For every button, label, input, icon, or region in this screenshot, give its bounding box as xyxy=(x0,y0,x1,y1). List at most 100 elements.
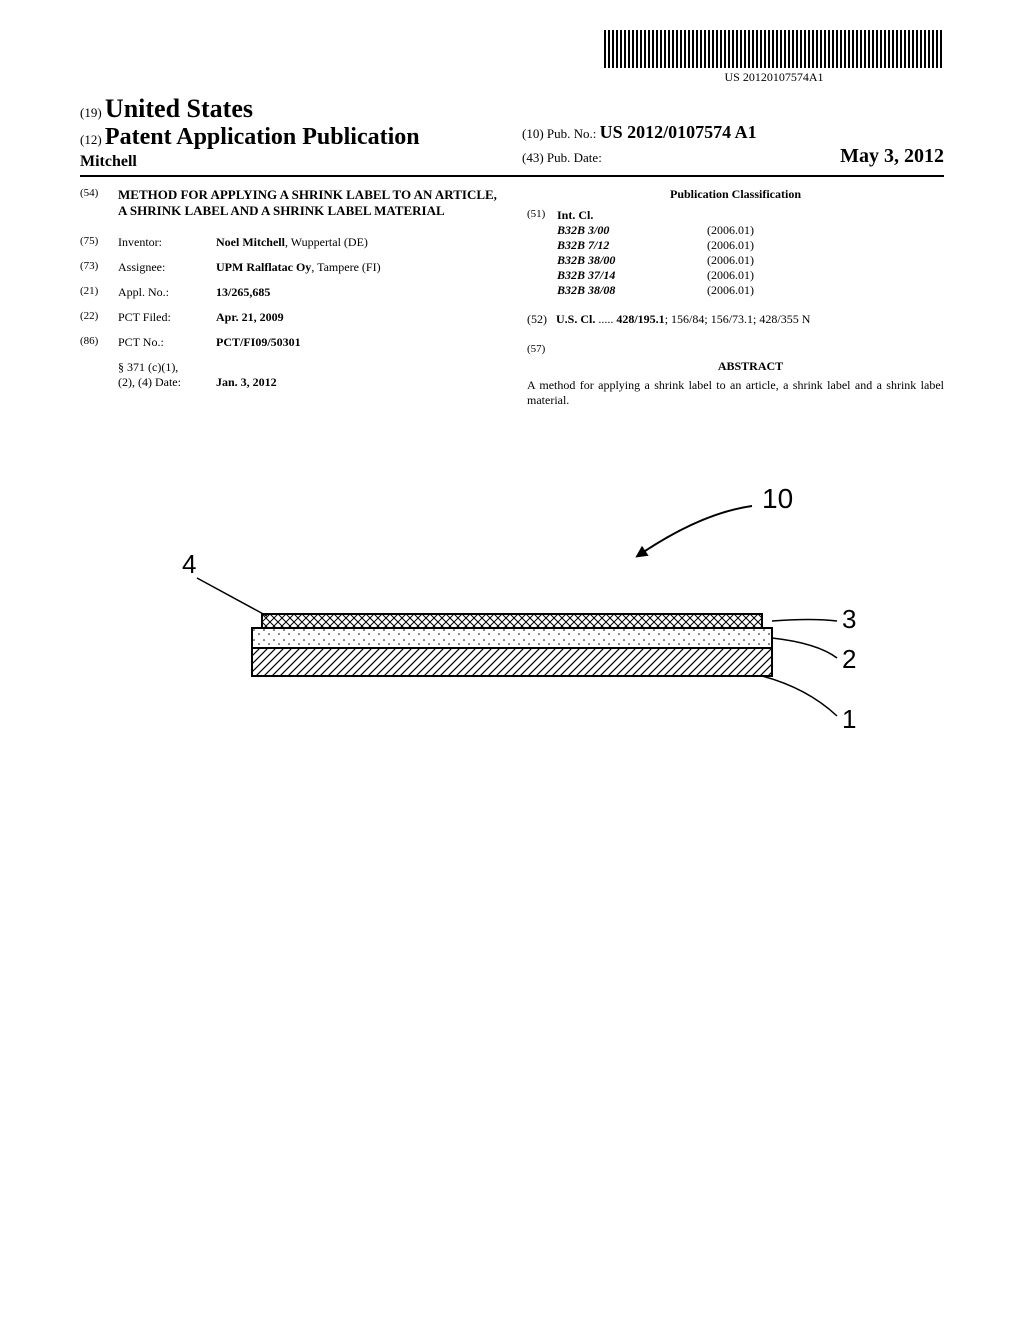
inventor-name: Noel Mitchell xyxy=(216,235,285,249)
class-item-code: B32B 38/08 xyxy=(557,283,647,298)
applno-row: (21) Appl. No.: 13/265,685 xyxy=(80,285,497,300)
s371-row1: § 371 (c)(1), xyxy=(80,360,497,375)
abstract-heading-row: (57) ABSTRACT xyxy=(527,343,944,374)
left-column: (54) METHOD FOR APPLYING A SHRINK LABEL … xyxy=(80,187,497,408)
s371-date-value: Jan. 3, 2012 xyxy=(216,375,497,390)
figure-label-3: 3 xyxy=(842,604,856,634)
class-item-code: B32B 37/14 xyxy=(557,268,647,283)
class-item-year: (2006.01) xyxy=(707,223,754,238)
class-item: B32B 38/08 (2006.01) xyxy=(557,283,944,298)
uscl-dots: ..... xyxy=(598,312,616,326)
doc-type-line: (12) Patent Application Publication xyxy=(80,124,502,151)
class-item: B32B 38/00 (2006.01) xyxy=(557,253,944,268)
figure-area: 4 3 2 1 10 xyxy=(80,458,944,758)
assignee-name: UPM Ralflatac Oy xyxy=(216,260,311,274)
title-code: (54) xyxy=(80,187,110,225)
assignee-location: , Tampere (FI) xyxy=(311,260,380,274)
leader-line-3 xyxy=(772,620,837,622)
document-header: (19) United States (12) Patent Applicati… xyxy=(80,94,944,177)
inventor-label: Inventor: xyxy=(118,235,208,250)
invention-title: METHOD FOR APPLYING A SHRINK LABEL TO AN… xyxy=(118,187,497,219)
uscl-label: U.S. Cl. xyxy=(556,312,595,326)
country-name: United States xyxy=(105,94,253,123)
barcode-section: US 20120107574A1 xyxy=(80,30,944,86)
classification-heading: Publication Classification xyxy=(527,187,944,202)
class-item: B32B 3/00 (2006.01) xyxy=(557,223,944,238)
assignee-value: UPM Ralflatac Oy, Tampere (FI) xyxy=(216,260,497,275)
pub-date-label: Pub. Date: xyxy=(547,150,602,165)
class-item-code: B32B 7/12 xyxy=(557,238,647,253)
pctfiled-label: PCT Filed: xyxy=(118,310,208,325)
intcl-body: Int. Cl. B32B 3/00 (2006.01) B32B 7/12 (… xyxy=(557,208,944,298)
s371-date-label: (2), (4) Date: xyxy=(118,375,208,390)
content-columns: (54) METHOD FOR APPLYING A SHRINK LABEL … xyxy=(80,187,944,408)
uscl-rest: ; 156/84; 156/73.1; 428/355 N xyxy=(665,312,811,326)
class-item-year: (2006.01) xyxy=(707,253,754,268)
inventor-code: (75) xyxy=(80,235,110,250)
doc-type: Patent Application Publication xyxy=(105,124,420,150)
right-column: Publication Classification (51) Int. Cl.… xyxy=(527,187,944,408)
pctno-code: (86) xyxy=(80,335,110,350)
abstract-code: (57) xyxy=(527,343,557,374)
layer-2 xyxy=(252,628,772,648)
assignee-row: (73) Assignee: UPM Ralflatac Oy, Tampere… xyxy=(80,260,497,275)
layer-3 xyxy=(262,614,762,628)
intcl-row: (51) Int. Cl. B32B 3/00 (2006.01) B32B 7… xyxy=(527,208,944,298)
figure-label-4: 4 xyxy=(182,549,196,579)
class-item-year: (2006.01) xyxy=(707,283,754,298)
class-item-code: B32B 3/00 xyxy=(557,223,647,238)
barcode-text: US 20120107574A1 xyxy=(604,70,944,85)
figure-label-2: 2 xyxy=(842,644,856,674)
pub-no-line: (10) Pub. No.: US 2012/0107574 A1 xyxy=(522,122,944,143)
author-name: Mitchell xyxy=(80,153,502,171)
pctfiled-value: Apr. 21, 2009 xyxy=(216,310,497,325)
pub-date-line: (43) Pub. Date: May 3, 2012 xyxy=(522,145,944,168)
figure-label-1: 1 xyxy=(842,704,856,734)
inventor-location: , Wuppertal (DE) xyxy=(285,235,368,249)
title-row: (54) METHOD FOR APPLYING A SHRINK LABEL … xyxy=(80,187,497,225)
uscl-bold: 428/195.1 xyxy=(616,312,664,326)
class-item: B32B 7/12 (2006.01) xyxy=(557,238,944,253)
class-item-year: (2006.01) xyxy=(707,238,754,253)
country-line: (19) United States xyxy=(80,94,502,124)
pctno-value: PCT/FI09/50301 xyxy=(216,335,497,350)
doc-code: (12) xyxy=(80,132,102,147)
applno-code: (21) xyxy=(80,285,110,300)
patent-figure: 4 3 2 1 10 xyxy=(122,458,902,758)
pctno-label: PCT No.: xyxy=(118,335,208,350)
pub-no-label: Pub. No.: xyxy=(547,126,596,141)
pctfiled-row: (22) PCT Filed: Apr. 21, 2009 xyxy=(80,310,497,325)
uscl-code: (52) xyxy=(527,312,547,326)
class-item-code: B32B 38/00 xyxy=(557,253,647,268)
class-item: B32B 37/14 (2006.01) xyxy=(557,268,944,283)
intcl-label: Int. Cl. xyxy=(557,208,944,223)
arrow-10 xyxy=(642,506,752,553)
barcode-lines xyxy=(604,30,944,68)
figure-label-10: 10 xyxy=(762,483,793,514)
pctno-row: (86) PCT No.: PCT/FI09/50301 xyxy=(80,335,497,350)
pub-date-code: (43) xyxy=(522,150,544,165)
assignee-code: (73) xyxy=(80,260,110,275)
abstract-text: A method for applying a shrink label to … xyxy=(527,378,944,408)
pub-no-value: US 2012/0107574 A1 xyxy=(600,122,757,142)
s371-label: § 371 (c)(1), xyxy=(118,360,208,375)
leader-line-4 xyxy=(197,578,267,616)
s371-row2: (2), (4) Date: Jan. 3, 2012 xyxy=(80,375,497,390)
barcode: US 20120107574A1 xyxy=(604,30,944,85)
inventor-value: Noel Mitchell, Wuppertal (DE) xyxy=(216,235,497,250)
intcl-code: (51) xyxy=(527,208,557,298)
inventor-row: (75) Inventor: Noel Mitchell, Wuppertal … xyxy=(80,235,497,250)
applno-label: Appl. No.: xyxy=(118,285,208,300)
assignee-label: Assignee: xyxy=(118,260,208,275)
leader-line-2 xyxy=(772,638,837,658)
pub-no-code: (10) xyxy=(522,126,544,141)
country-code: (19) xyxy=(80,105,102,120)
class-item-year: (2006.01) xyxy=(707,268,754,283)
abstract-label: ABSTRACT xyxy=(557,359,944,374)
leader-line-1 xyxy=(762,676,837,716)
applno-value: 13/265,685 xyxy=(216,285,497,300)
layer-1 xyxy=(252,648,772,676)
pub-date-value: May 3, 2012 xyxy=(840,145,944,168)
header-right: (10) Pub. No.: US 2012/0107574 A1 (43) P… xyxy=(502,94,944,171)
pctfiled-code: (22) xyxy=(80,310,110,325)
